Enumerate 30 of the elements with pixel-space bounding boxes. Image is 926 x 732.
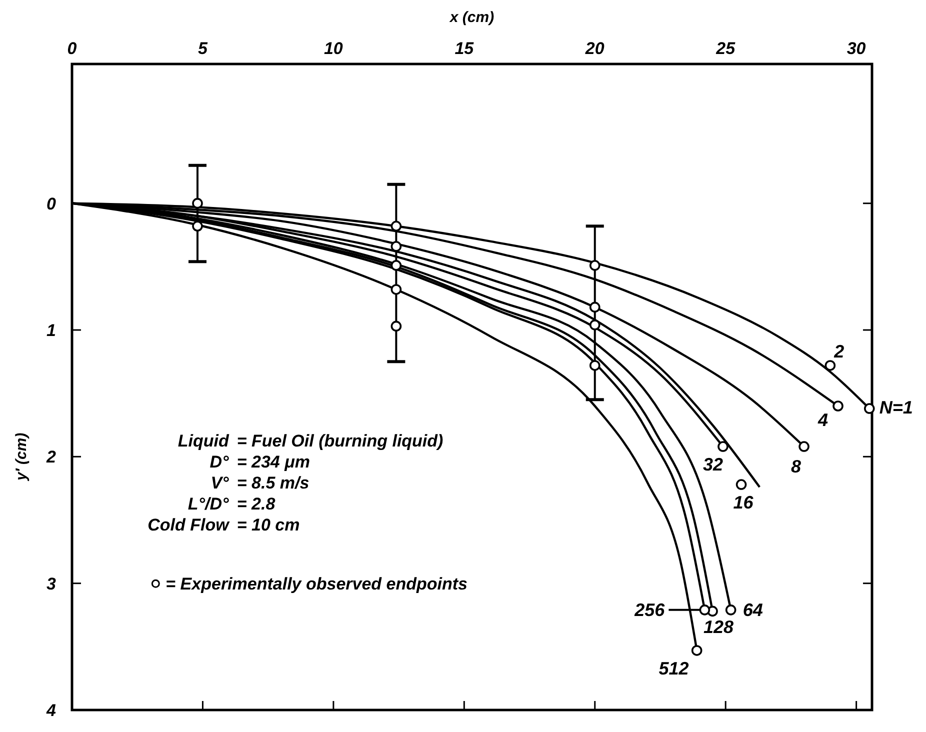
y-axis-title: y′ (cm) <box>13 432 30 482</box>
y-tick-label: 4 <box>46 700 57 720</box>
x-tick-label: 10 <box>324 39 344 58</box>
x-tick-label: 25 <box>715 39 736 58</box>
y-tick-label: 2 <box>46 448 57 467</box>
annotation: 256 <box>634 600 666 620</box>
annotation: 32 <box>702 454 723 475</box>
y-tick-label: 1 <box>46 320 56 340</box>
annotation: 4 <box>816 410 828 430</box>
annotation: L°/D° = 2.8 <box>188 494 276 514</box>
annotation: 128 <box>704 617 734 638</box>
y-tick-label: 3 <box>46 574 57 594</box>
annotation: 512 <box>658 658 689 678</box>
x-tick-label: 30 <box>846 39 866 58</box>
annotation: 64 <box>742 600 763 620</box>
x-tick-label: 15 <box>454 39 474 58</box>
x-tick-label: 0 <box>67 39 78 58</box>
annotation: V° = 8.5 m/s <box>210 474 310 493</box>
annotation: N=1 <box>879 398 913 418</box>
annotation: 2 <box>833 341 844 362</box>
annotation: Cold Flow = 10 cm <box>148 516 300 535</box>
annotation: Liquid = Fuel Oil (burning liquid) <box>178 432 444 451</box>
y-tick-label: 0 <box>46 194 57 214</box>
annotation: D° = 234 μm <box>210 452 310 472</box>
legend-label: = Experimentally observed endpoints <box>166 574 468 594</box>
annotation: 8 <box>791 456 802 477</box>
x-axis-title: x (cm) <box>448 9 494 26</box>
x-tick-label: 5 <box>198 39 208 58</box>
annotation: 16 <box>733 492 754 513</box>
x-tick-label: 20 <box>584 39 605 58</box>
